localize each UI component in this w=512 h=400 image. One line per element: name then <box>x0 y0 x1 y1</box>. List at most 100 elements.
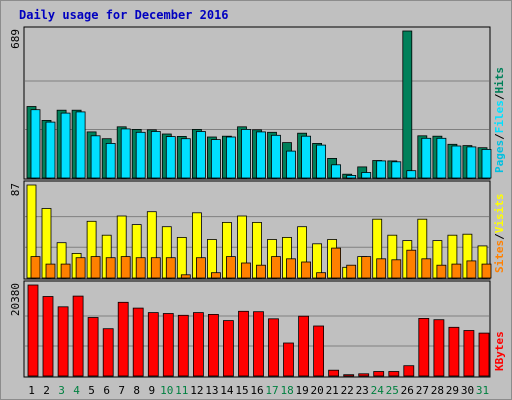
middle-sites-bar <box>75 257 86 279</box>
top-ymax-label: 689 <box>9 29 22 49</box>
day-label: 25 <box>386 384 399 397</box>
day-label: 30 <box>461 384 474 397</box>
bottom-kbytes-bar <box>27 284 39 377</box>
middle-sites-bar <box>481 263 492 279</box>
day-label: 14 <box>220 384 234 397</box>
top-files-bar <box>421 137 432 179</box>
top-files-bar <box>210 139 221 179</box>
bottom-kbytes-bar <box>403 365 415 377</box>
day-label: 13 <box>205 384 218 397</box>
middle-sites-bar <box>90 256 101 279</box>
top-files-bar <box>271 134 281 179</box>
middle-sites-bar <box>105 257 116 279</box>
top-files-bar <box>316 144 327 179</box>
bottom-kbytes-bar <box>418 317 430 377</box>
bottom-kbytes-bar <box>298 315 310 377</box>
chart-title: Daily usage for December 2016 <box>19 8 229 22</box>
top-files-bar <box>391 161 402 179</box>
top-files-bar <box>451 145 462 179</box>
day-label: 29 <box>446 384 459 397</box>
day-label: 9 <box>148 384 155 397</box>
bottom-kbytes-bar <box>162 313 174 377</box>
middle-sites-bar <box>135 257 146 279</box>
middle-sites-bar <box>346 264 357 279</box>
middle-sites-bar <box>286 258 296 279</box>
day-label: 24 <box>371 384 385 397</box>
middle-visits-bar <box>206 239 217 279</box>
middle-sites-bar <box>195 257 206 279</box>
day-label: 5 <box>88 384 95 397</box>
middle-sites-bar <box>436 264 447 279</box>
top-files-bar <box>436 137 447 179</box>
bottom-kbytes-bar <box>283 342 294 377</box>
top-files-bar <box>135 131 146 179</box>
day-label: 18 <box>280 384 293 397</box>
top-files-bar <box>120 128 131 179</box>
middle-sites-bar <box>45 263 56 279</box>
day-label: 26 <box>401 384 414 397</box>
top-files-bar <box>331 164 342 179</box>
middle-sites-bar <box>451 263 462 279</box>
bottom-kbytes-bar <box>222 320 234 377</box>
top-series-legend: Pages/Files/Hits <box>493 67 506 173</box>
legend-entry: / <box>493 93 506 100</box>
bottom-kbytes-bar <box>313 325 325 377</box>
middle-sites-bar <box>150 257 161 279</box>
day-label: 19 <box>295 384 308 397</box>
top-files-bar <box>30 109 41 179</box>
top-files-bar <box>90 135 101 179</box>
bottom-kbytes-bar <box>433 319 445 377</box>
middle-sites-bar <box>361 256 372 279</box>
bottom-kbytes-bar <box>268 318 279 377</box>
middle-sites-bar <box>466 260 477 279</box>
top-files-bar <box>60 112 71 179</box>
middle-sites-bar <box>120 256 131 279</box>
middle-sites-bar <box>376 258 387 279</box>
bottom-kbytes-bar <box>388 371 400 377</box>
top-files-bar <box>150 131 161 179</box>
day-label: 17 <box>265 384 278 397</box>
day-label: 20 <box>310 384 323 397</box>
top-hits-bar <box>402 30 413 179</box>
day-label: 4 <box>73 384 80 397</box>
day-label: 28 <box>431 384 444 397</box>
top-files-bar <box>180 138 191 179</box>
day-label: 22 <box>341 384 354 397</box>
top-files-bar <box>75 111 86 179</box>
day-label: 27 <box>416 384 429 397</box>
top-files-bar <box>286 150 296 179</box>
bottom-kbytes-bar <box>132 307 144 377</box>
top-files-bar <box>301 135 312 179</box>
bottom-kbytes-bar <box>192 312 204 377</box>
middle-sites-bar <box>165 257 176 279</box>
bottom-kbytes-bar <box>358 373 370 377</box>
bottom-kbytes-bar <box>478 332 490 377</box>
bottom-kbytes-bar <box>42 296 54 377</box>
bottom-kbytes-bar <box>57 306 69 377</box>
top-files-bar <box>225 136 236 179</box>
middle-sites-bar <box>301 261 312 279</box>
legend-entry: / <box>493 233 506 240</box>
day-label: 16 <box>250 384 263 397</box>
middle-series-legend: Sites/Visits <box>493 194 506 274</box>
bottom-kbytes-bar <box>72 295 84 377</box>
middle-sites-bar <box>225 256 236 279</box>
legend-entry: Hits <box>493 67 506 94</box>
bottom-kbytes-bar <box>238 310 249 377</box>
day-label: 21 <box>326 384 339 397</box>
legend-entry: Files <box>493 100 506 133</box>
top-files-bar <box>256 131 266 179</box>
legend-entry: / <box>493 133 506 140</box>
middle-sites-bar <box>256 264 266 279</box>
day-label: 11 <box>175 384 188 397</box>
middle-sites-bar <box>316 272 327 279</box>
bottom-series-legend: KBytes <box>493 331 506 371</box>
bottom-kbytes-bar <box>328 369 340 377</box>
bottom-kbytes-bar <box>207 313 219 377</box>
day-label: 1 <box>28 384 35 397</box>
bottom-kbytes-bar <box>87 317 99 377</box>
middle-sites-bar <box>180 274 191 279</box>
bottom-kbytes-bar <box>343 374 355 377</box>
top-files-bar <box>346 174 357 179</box>
